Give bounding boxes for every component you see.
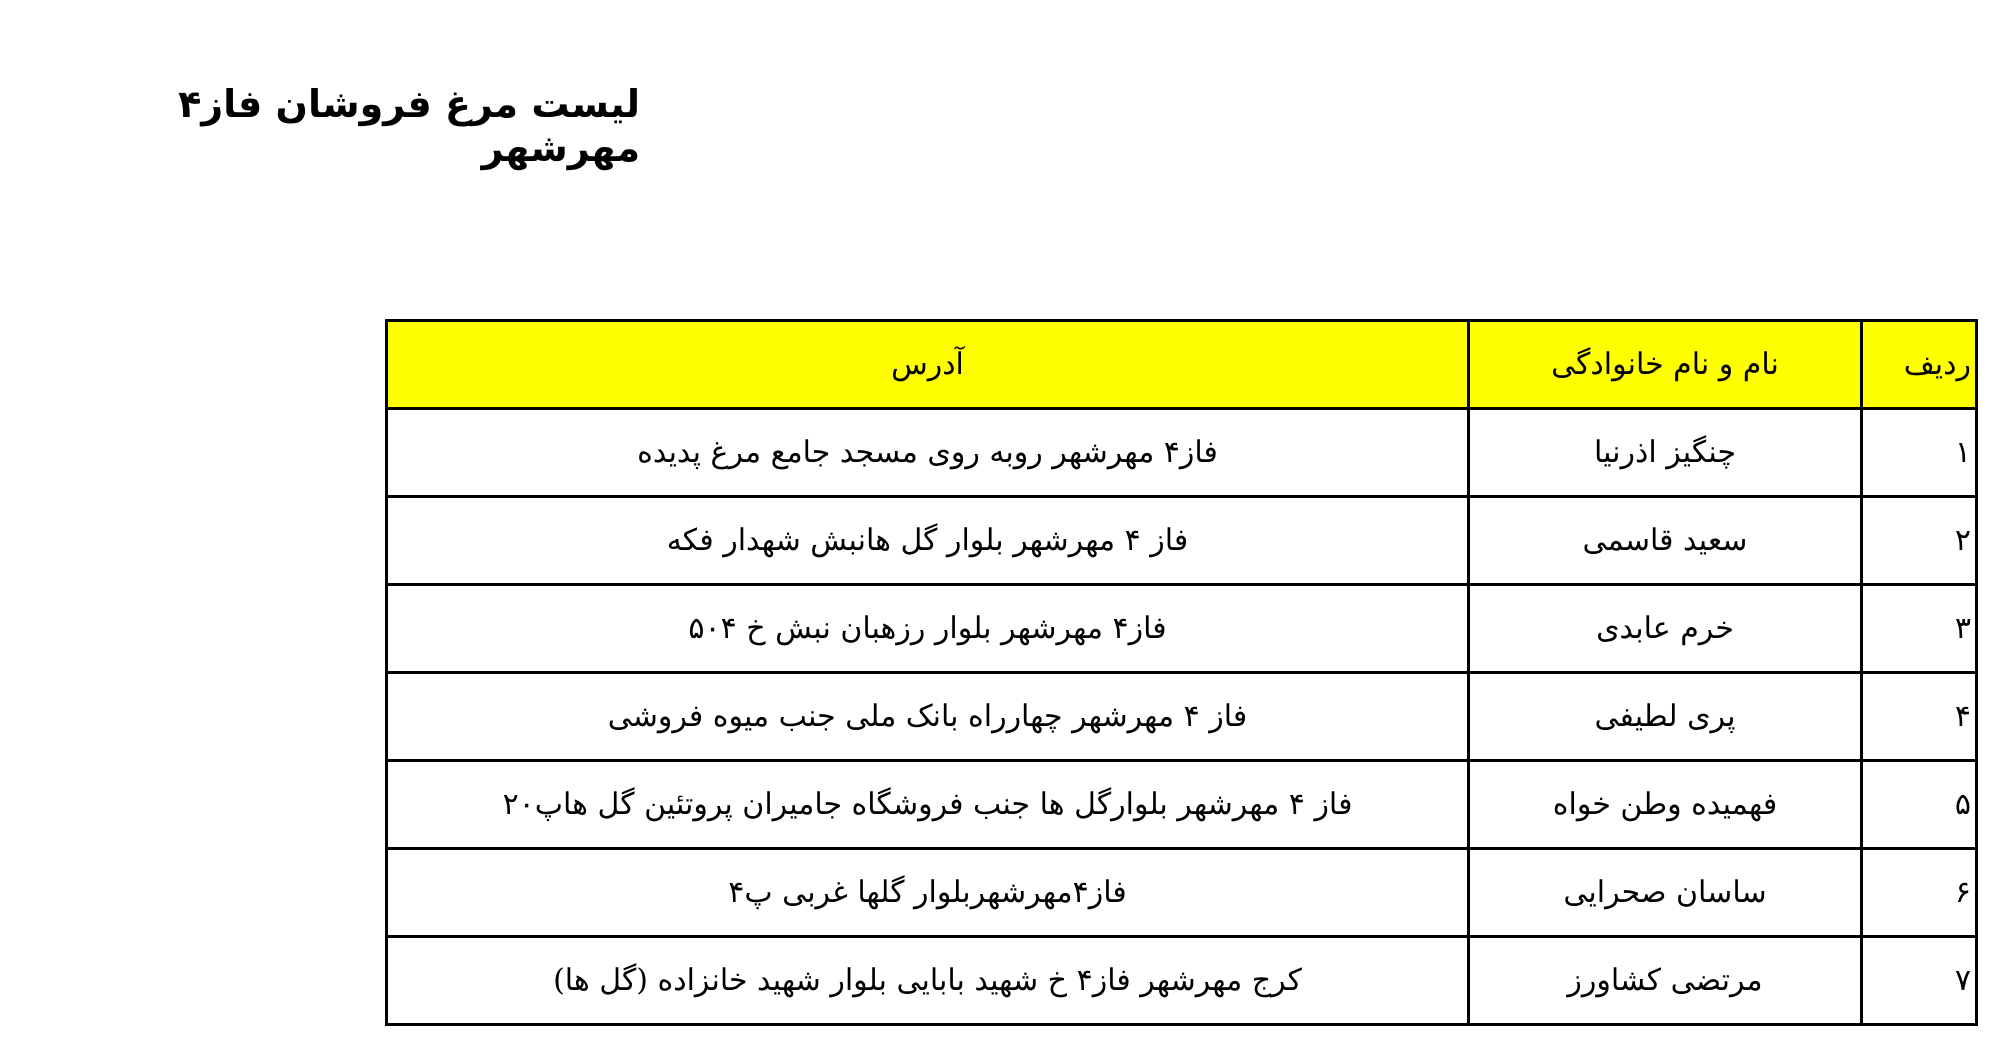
table-header-row: ردیف نام و نام خانوادگی آدرس: [385, 319, 1978, 410]
row-number-cell: ۲: [1860, 495, 1978, 586]
address-cell: فاز۴مهرشهربلوار گلها غربی پ۴: [385, 847, 1470, 938]
row-number-cell: ۵: [1860, 759, 1978, 850]
address-cell: فاز۴ مهرشهر بلوار رزهبان نبش خ ۵۰۴: [385, 583, 1470, 674]
name-cell: مرتضی کشاورز: [1467, 935, 1863, 1026]
table-row: ۲ سعید قاسمی فاز ۴ مهرشهر بلوار گل هانبش ش…: [385, 495, 1978, 586]
header-address: آدرس: [385, 319, 1470, 410]
name-cell: فهمیده وطن خواه: [1467, 759, 1863, 850]
name-cell: پری لطیفی: [1467, 671, 1863, 762]
header-row-number: ردیف: [1860, 319, 1978, 410]
poultry-sellers-table: ردیف نام و نام خانوادگی آدرس ۱ چنگیز اذرن…: [385, 319, 1978, 1026]
table-row: ۷ مرتضی کشاورز کرج مهرشهر فاز۴ خ شهید بابا…: [385, 935, 1978, 1026]
table-row: ۴ پری لطیفی فاز ۴ مهرشهر چهارراه بانک ملی …: [385, 671, 1978, 762]
name-cell: خرم عابدی: [1467, 583, 1863, 674]
table-row: ۵ فهمیده وطن خواه فاز ۴ مهرشهر بلوارگل ها …: [385, 759, 1978, 850]
address-cell: فاز ۴ مهرشهر بلوار گل هانبش شهدار فکه: [385, 495, 1470, 586]
address-cell: فاز ۴ مهرشهر بلوارگل ها جنب فروشگاه جامی…: [385, 759, 1470, 850]
name-cell: چنگیز اذرنیا: [1467, 407, 1863, 498]
row-number-cell: ۱: [1860, 407, 1978, 498]
name-cell: ساسان صحرایی: [1467, 847, 1863, 938]
table-row: ۶ ساسان صحرایی فاز۴مهرشهربلوار گلها غربی پ…: [385, 847, 1978, 938]
row-number-cell: ۴: [1860, 671, 1978, 762]
table-row: ۳ خرم عابدی فاز۴ مهرشهر بلوار رزهبان نبش خ…: [385, 583, 1978, 674]
name-cell: سعید قاسمی: [1467, 495, 1863, 586]
address-cell: فاز ۴ مهرشهر چهارراه بانک ملی جنب میوه ف…: [385, 671, 1470, 762]
row-number-cell: ۶: [1860, 847, 1978, 938]
address-cell: فاز۴ مهرشهر روبه روی مسجد جامع مرغ پدیده: [385, 407, 1470, 498]
page-title: لیست مرغ فروشان فاز۴ مهرشهر: [178, 82, 640, 170]
header-full-name: نام و نام خانوادگی: [1467, 319, 1863, 410]
address-cell: کرج مهرشهر فاز۴ خ شهید بابایی بلوار شهید…: [385, 935, 1470, 1026]
row-number-cell: ۳: [1860, 583, 1978, 674]
row-number-cell: ۷: [1860, 935, 1978, 1026]
table-row: ۱ چنگیز اذرنیا فاز۴ مهرشهر روبه روی مسجد ج…: [385, 407, 1978, 498]
